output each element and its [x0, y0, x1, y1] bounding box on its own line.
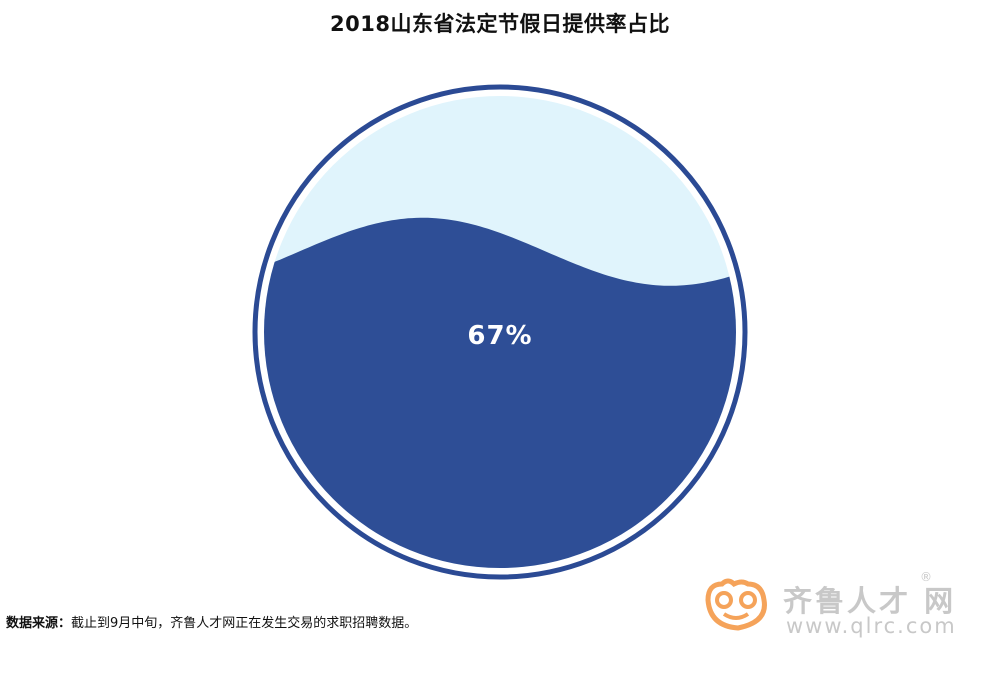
data-source-label: 数据来源： — [6, 616, 72, 631]
qlrc-logo: 齐鲁人才 网 ® www.qlrc.com — [698, 570, 998, 640]
gauge-liquid-fill — [264, 217, 736, 568]
gauge-outer-ring — [252, 84, 748, 580]
logo-url: www.qlrc.com — [786, 614, 957, 638]
registered-mark: ® — [920, 570, 932, 584]
frog-logo-icon — [705, 578, 767, 631]
data-source-text: 截止到9月中旬，齐鲁人才网正在发生交易的求职招聘数据。 — [71, 616, 418, 631]
gauge-value-label: 67% — [467, 321, 532, 351]
chart-title: 2018山东省法定节假日提供率占比 — [330, 12, 670, 36]
data-source-note: 数据来源：截止到9月中旬，齐鲁人才网正在发生交易的求职招聘数据。 — [6, 612, 417, 631]
logo-text: 齐鲁人才 网 — [783, 584, 957, 618]
